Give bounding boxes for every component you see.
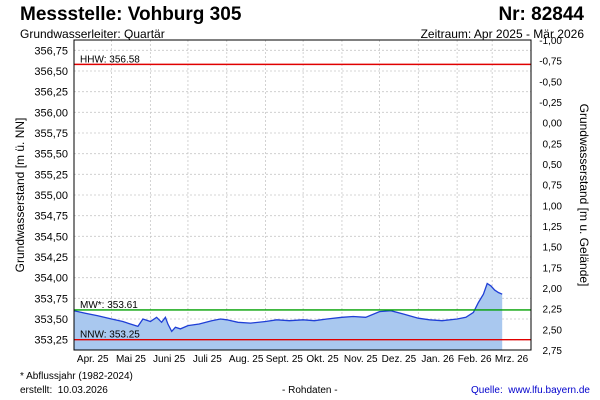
station-title: Messstelle: Vohburg 305 bbox=[20, 4, 242, 25]
y-tick-label: 353,75 bbox=[34, 293, 68, 305]
y-right-tick-label: -1,00 bbox=[539, 36, 562, 47]
x-tick-label: Jan. 26 bbox=[421, 354, 454, 365]
source: Quelle: www.lfu.bayern.de bbox=[471, 385, 590, 396]
y-tick-label: 355,50 bbox=[34, 149, 68, 161]
y-right-tick-label: 1,50 bbox=[543, 243, 563, 254]
x-tick-label: Juli 25 bbox=[193, 354, 222, 365]
aquifer-label: Grundwasserleiter: Quartär bbox=[20, 27, 165, 41]
x-tick-label: Feb. 26 bbox=[458, 354, 492, 365]
y-tick-label: 353,50 bbox=[34, 314, 68, 326]
y-right-tick-label: 0,25 bbox=[543, 139, 563, 150]
source-label: Quelle: bbox=[471, 385, 503, 396]
y-right-tick-label: 1,25 bbox=[543, 222, 563, 233]
y-axis-label-left: Grundwasserstand [m ü. NN] bbox=[13, 118, 27, 273]
station-number: Nr: 82844 bbox=[498, 4, 584, 25]
y-right-tick-label: 1,75 bbox=[543, 263, 563, 274]
created-date: erstellt: 10.03.2026 bbox=[20, 385, 108, 396]
y-tick-label: 354,75 bbox=[34, 211, 68, 223]
source-link[interactable]: www.lfu.bayern.de bbox=[508, 385, 590, 396]
y-axis-label-right: Grundwasserstand [m u. Gelände] bbox=[577, 104, 591, 287]
y-tick-label: 356,00 bbox=[34, 107, 68, 119]
y-right-tick-label: 2,00 bbox=[543, 284, 563, 295]
water-level-line bbox=[73, 282, 503, 333]
created-value: 10.03.2026 bbox=[57, 385, 108, 396]
y-right-tick-label: -0,75 bbox=[539, 57, 562, 68]
tick-labels: 356,75 356,50 356,25 356,00 355,75 355,50 355,… bbox=[34, 36, 562, 365]
y-tick-label: 356,75 bbox=[34, 45, 68, 57]
y-tick-label: 355,25 bbox=[34, 169, 68, 181]
y-tick-label: 356,50 bbox=[34, 66, 68, 78]
footnote: * Abflussjahr (1982-2024) bbox=[20, 371, 133, 382]
x-tick-label: Aug. 25 bbox=[229, 354, 264, 365]
y-tick-label: 356,25 bbox=[34, 87, 68, 99]
period-label: Zeitraum: Apr 2025 - Mär 2026 bbox=[420, 27, 584, 41]
y-tick-label: 354,25 bbox=[34, 252, 68, 264]
raw-data-note: - Rohdaten - bbox=[282, 385, 338, 396]
y-right-tick-label: 2,75 bbox=[543, 346, 563, 357]
y-tick-label: 355,00 bbox=[34, 190, 68, 202]
x-tick-label: Dez. 25 bbox=[382, 354, 417, 365]
y-right-tick-label: 2,25 bbox=[543, 305, 563, 316]
x-tick-label: Nov. 25 bbox=[344, 354, 378, 365]
y-tick-label: 353,25 bbox=[34, 335, 68, 347]
y-right-tick-label: 0,50 bbox=[543, 160, 563, 171]
reference-line-label: MW*: 353.61 bbox=[80, 300, 138, 311]
plot-frame bbox=[73, 39, 532, 351]
y-right-tick-label: 2,50 bbox=[543, 325, 563, 336]
x-tick-label: Juni 25 bbox=[153, 354, 186, 365]
x-tick-label: Sept. 25 bbox=[266, 354, 304, 365]
reference-lines: HHW: 356.58 MW*: 353.61 NNW: 353.25 bbox=[74, 54, 531, 341]
y-right-tick-label: -0,50 bbox=[539, 77, 562, 88]
reference-line-label: HHW: 356.58 bbox=[80, 54, 140, 65]
x-tick-label: Okt. 25 bbox=[306, 354, 339, 365]
y-right-tick-label: -0,25 bbox=[539, 98, 562, 109]
y-right-tick-label: 1,00 bbox=[543, 201, 563, 212]
water-level-area bbox=[74, 283, 503, 350]
created-label: erstellt: bbox=[20, 385, 53, 396]
y-right-tick-label: 0,75 bbox=[543, 181, 563, 192]
grid bbox=[74, 40, 531, 350]
reference-line-label: NNW: 353.25 bbox=[80, 330, 140, 341]
y-tick-label: 355,75 bbox=[34, 128, 68, 140]
y-tick-label: 354,50 bbox=[34, 231, 68, 243]
x-tick-label: Mrz. 26 bbox=[495, 354, 529, 365]
x-tick-label: Mai 25 bbox=[116, 354, 146, 365]
y-right-tick-label: 0,00 bbox=[543, 119, 563, 130]
x-tick-label: Apr. 25 bbox=[77, 354, 109, 365]
y-tick-label: 354,00 bbox=[34, 273, 68, 285]
